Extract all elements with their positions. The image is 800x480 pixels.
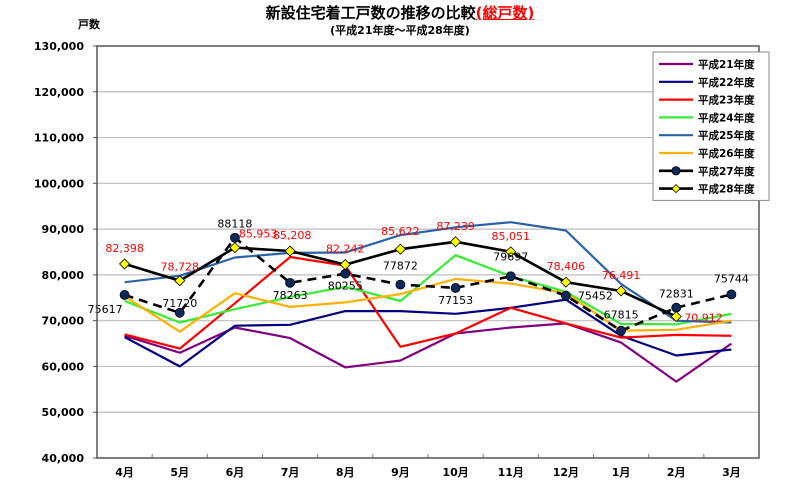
data-point-marker <box>339 259 351 271</box>
x-tick-label: 7月 <box>281 466 300 479</box>
data-label: 67815 <box>604 309 639 322</box>
y-tick-label: 40,000 <box>42 452 85 465</box>
data-point-marker <box>174 275 186 287</box>
series-line-4 <box>124 254 732 326</box>
y-tick-label: 80,000 <box>42 269 85 282</box>
legend-marker-circle <box>671 166 681 176</box>
data-label: 78,406 <box>547 260 586 273</box>
chart-title-accent: (総戸数) <box>475 4 535 22</box>
legend-label: 平成25年度 <box>698 129 755 142</box>
y-axis: 40,000 50,000 60,000 70,000 80,000 90,000 100,… <box>34 17 101 465</box>
data-label: 87,239 <box>436 220 475 233</box>
data-label: 70,912 <box>684 311 723 324</box>
data-label: 71720 <box>162 297 197 310</box>
y-tick-label: 130,000 <box>34 40 84 53</box>
data-label: 82,242 <box>326 243 365 256</box>
legend-label: 平成23年度 <box>698 94 755 107</box>
data-point-marker <box>670 310 682 323</box>
data-label: 77153 <box>438 294 473 307</box>
x-tick-label: 1月 <box>612 466 631 479</box>
data-point-marker <box>726 289 737 300</box>
series-line-3 <box>124 255 732 350</box>
data-label: 80255 <box>328 280 363 293</box>
data-label: 85,208 <box>273 229 312 242</box>
x-tick-label: 11月 <box>498 466 524 479</box>
data-point-marker <box>450 283 461 293</box>
chart-title-main: 新設住宅着工戸数の推移の比較 <box>265 4 476 22</box>
x-tick-label: 8月 <box>336 466 355 479</box>
plot-frame <box>96 45 760 459</box>
data-label: 75452 <box>578 290 613 303</box>
data-point-marker <box>505 246 517 258</box>
data-label: 82,398 <box>105 242 144 255</box>
data-label: 85,051 <box>492 230 531 243</box>
data-label: 76,491 <box>602 269 641 282</box>
data-point-marker <box>616 325 626 336</box>
y-tick-label: 110,000 <box>34 132 84 145</box>
y-tick-label: 50,000 <box>42 406 85 419</box>
x-tick-label: 9月 <box>391 466 410 479</box>
legend-label: 平成22年度 <box>698 76 755 89</box>
data-point-marker <box>671 302 682 313</box>
data-point-marker <box>174 307 185 318</box>
data-point-marker <box>561 290 571 301</box>
series-line-2 <box>124 298 732 368</box>
y-tick-label: 70,000 <box>42 315 85 328</box>
data-label: 79697 <box>493 250 528 263</box>
x-tick-label: 5月 <box>170 466 189 479</box>
data-label: 77872 <box>383 260 418 273</box>
y-tick-label: 100,000 <box>34 177 84 190</box>
x-tick-label: 2月 <box>667 466 686 479</box>
x-tick-label: 12月 <box>553 466 579 479</box>
series-lines <box>119 221 737 383</box>
legend-label: 平成24年度 <box>698 111 755 124</box>
data-point-marker <box>394 243 406 255</box>
data-label: 78,728 <box>161 261 200 274</box>
data-label: 85,622 <box>381 225 420 238</box>
series-line-5 <box>124 221 732 324</box>
gridlines <box>97 91 759 413</box>
chart-title: 新設住宅着工戸数の推移の比較(総戸数) <box>0 2 800 23</box>
x-tick-label: 6月 <box>226 466 245 479</box>
legend-label: 平成28年度 <box>698 183 755 196</box>
data-point-marker <box>229 242 241 254</box>
series-line-1 <box>124 322 733 383</box>
y-axis-title: 戸数 <box>78 17 101 31</box>
x-tick-label: 3月 <box>722 466 741 479</box>
data-label: 75744 <box>714 272 749 285</box>
data-label: 72831 <box>659 288 694 301</box>
data-label: 75617 <box>88 303 123 316</box>
data-label: 88118 <box>217 218 252 231</box>
legend: 平成21年度平成22年度平成23年度平成24年度平成25年度平成26年度平成27… <box>652 51 770 201</box>
series-line-7 <box>124 236 732 332</box>
x-tick-label: 10月 <box>442 466 468 479</box>
data-label: 85,953 <box>239 228 278 241</box>
y-tick-label: 120,000 <box>34 86 84 99</box>
legend-label: 平成21年度 <box>698 58 755 71</box>
data-point-marker <box>119 258 131 270</box>
data-point-marker <box>615 285 627 297</box>
data-label: 78263 <box>273 289 308 302</box>
data-labels: 75617 71720 88118 78263 80255 77872 77153 79697… <box>88 218 749 325</box>
data-point-marker <box>505 271 516 282</box>
legend-marker-diamond <box>671 184 681 194</box>
data-point-marker <box>285 277 295 288</box>
legend-label: 平成26年度 <box>698 147 755 160</box>
data-point-marker <box>560 276 572 288</box>
x-tick-label: 4月 <box>115 466 134 479</box>
chart-subtitle: (平成21年度～平成28年度) <box>330 24 470 37</box>
data-point-marker <box>119 290 130 300</box>
legend-label: 平成27年度 <box>698 165 755 178</box>
data-point-marker <box>284 245 296 257</box>
data-point-marker <box>450 236 462 248</box>
legend-box <box>652 51 770 201</box>
y-tick-label: 60,000 <box>42 360 85 373</box>
data-point-marker <box>395 279 406 290</box>
y-tick-label: 90,000 <box>42 223 85 236</box>
data-point-marker <box>340 268 351 279</box>
x-axis: 4月 5月 6月 7月 8月 9月 10月 11月 12月 1月 2月 3月 <box>115 454 741 479</box>
